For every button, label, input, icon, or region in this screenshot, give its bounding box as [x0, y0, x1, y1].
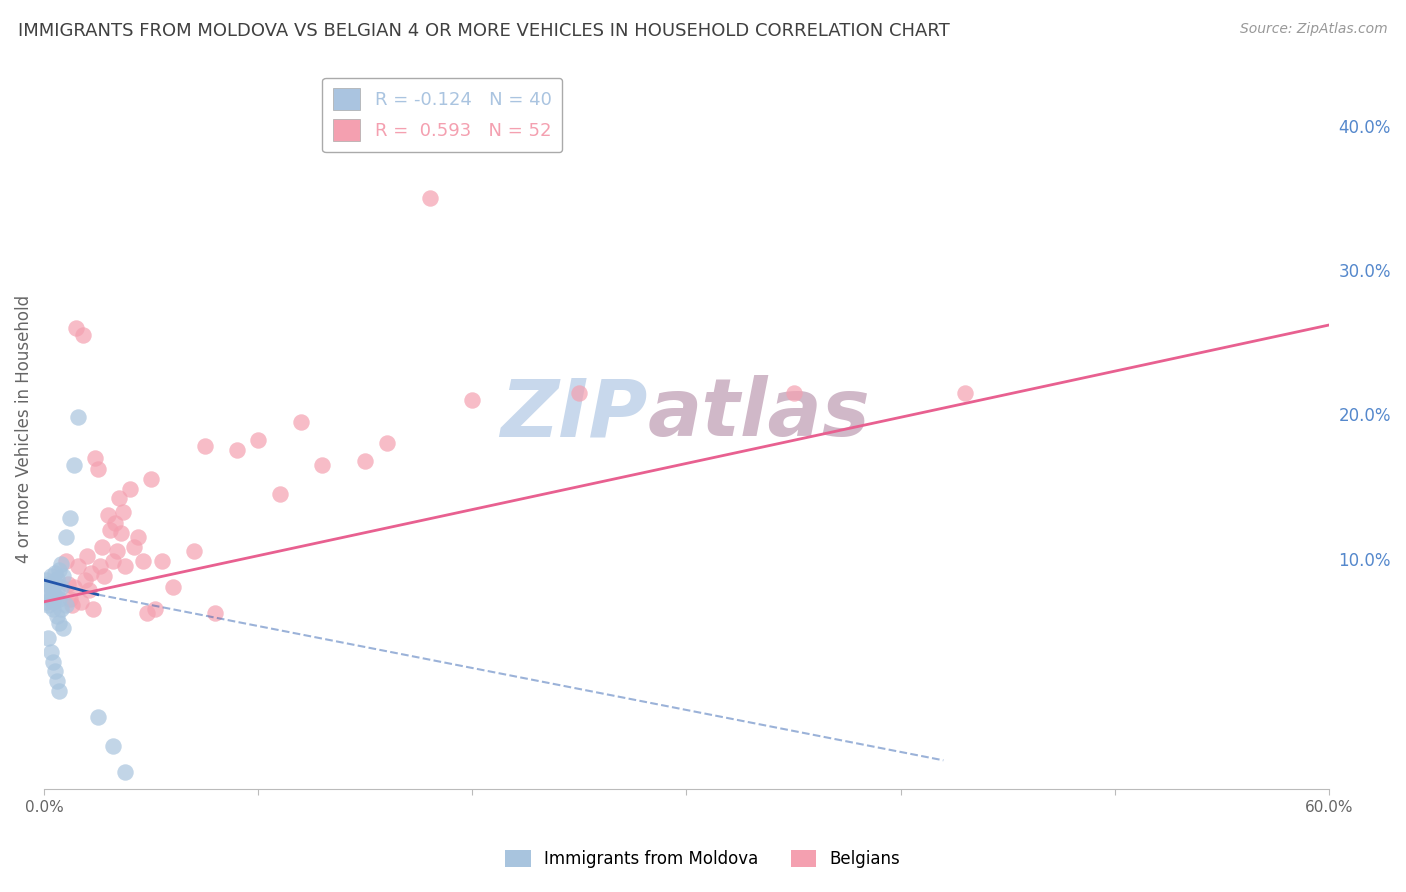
Point — [39, 569, 62, 583]
Point — [141, 472, 163, 486]
Point — [55, 598, 77, 612]
Point — [418, 191, 440, 205]
Point — [51, 602, 73, 616]
Point — [41, 595, 63, 609]
Point — [162, 580, 184, 594]
Point — [145, 602, 167, 616]
Point — [51, 558, 73, 572]
Point — [46, 674, 69, 689]
Point — [112, 505, 135, 519]
Text: Source: ZipAtlas.com: Source: ZipAtlas.com — [1240, 22, 1388, 37]
Point — [82, 602, 104, 616]
Point — [39, 645, 62, 659]
Point — [35, 573, 58, 587]
Point — [76, 549, 98, 563]
Text: atlas: atlas — [648, 376, 870, 453]
Point — [311, 458, 333, 472]
Point — [89, 558, 111, 573]
Point — [150, 554, 173, 568]
Point — [90, 540, 112, 554]
Point — [354, 453, 377, 467]
Point — [101, 554, 124, 568]
Point — [35, 588, 58, 602]
Point — [46, 609, 69, 624]
Point — [122, 540, 145, 554]
Point — [247, 434, 270, 448]
Point — [60, 598, 83, 612]
Point — [77, 583, 100, 598]
Point — [118, 483, 141, 497]
Point — [131, 554, 153, 568]
Point — [51, 580, 73, 594]
Point — [80, 566, 103, 580]
Point — [65, 321, 87, 335]
Point — [194, 439, 217, 453]
Point — [56, 577, 79, 591]
Point — [39, 580, 62, 594]
Point — [183, 544, 205, 558]
Point — [93, 569, 115, 583]
Point — [48, 563, 70, 577]
Point — [135, 607, 157, 621]
Point — [55, 554, 77, 568]
Point — [73, 573, 96, 587]
Point — [41, 656, 63, 670]
Point — [461, 392, 484, 407]
Point — [67, 558, 90, 573]
Point — [41, 586, 63, 600]
Legend: R = -0.124   N = 40, R =  0.593   N = 52: R = -0.124 N = 40, R = 0.593 N = 52 — [322, 78, 562, 153]
Point — [63, 580, 86, 594]
Point — [105, 544, 128, 558]
Point — [97, 508, 120, 523]
Point — [48, 684, 70, 698]
Point — [953, 385, 976, 400]
Point — [59, 511, 82, 525]
Point — [44, 589, 66, 603]
Point — [44, 664, 66, 678]
Point — [52, 569, 75, 583]
Point — [41, 602, 63, 616]
Point — [204, 607, 226, 621]
Point — [568, 385, 591, 400]
Point — [37, 583, 59, 598]
Point — [101, 739, 124, 753]
Point — [782, 385, 804, 400]
Point — [114, 558, 136, 573]
Point — [55, 530, 77, 544]
Point — [72, 328, 94, 343]
Point — [104, 516, 127, 530]
Y-axis label: 4 or more Vehicles in Household: 4 or more Vehicles in Household — [15, 294, 32, 563]
Point — [46, 583, 69, 598]
Point — [290, 415, 312, 429]
Point — [37, 631, 59, 645]
Point — [46, 572, 69, 586]
Text: ZIP: ZIP — [501, 376, 648, 453]
Point — [44, 577, 66, 591]
Point — [35, 595, 58, 609]
Point — [84, 450, 107, 465]
Point — [375, 436, 398, 450]
Point — [63, 458, 86, 472]
Point — [44, 566, 66, 580]
Point — [39, 591, 62, 606]
Point — [100, 523, 122, 537]
Point — [225, 443, 247, 458]
Point — [48, 616, 70, 631]
Point — [110, 525, 132, 540]
Point — [127, 530, 149, 544]
Point — [67, 410, 90, 425]
Point — [86, 710, 108, 724]
Point — [37, 598, 59, 612]
Legend: Immigrants from Moldova, Belgians: Immigrants from Moldova, Belgians — [499, 843, 907, 875]
Point — [69, 595, 91, 609]
Point — [52, 621, 75, 635]
Point — [59, 591, 82, 606]
Point — [48, 591, 70, 606]
Point — [37, 577, 59, 591]
Point — [86, 462, 108, 476]
Point — [114, 764, 136, 779]
Point — [108, 491, 131, 505]
Text: IMMIGRANTS FROM MOLDOVA VS BELGIAN 4 OR MORE VEHICLES IN HOUSEHOLD CORRELATION C: IMMIGRANTS FROM MOLDOVA VS BELGIAN 4 OR … — [18, 22, 950, 40]
Point — [269, 486, 291, 500]
